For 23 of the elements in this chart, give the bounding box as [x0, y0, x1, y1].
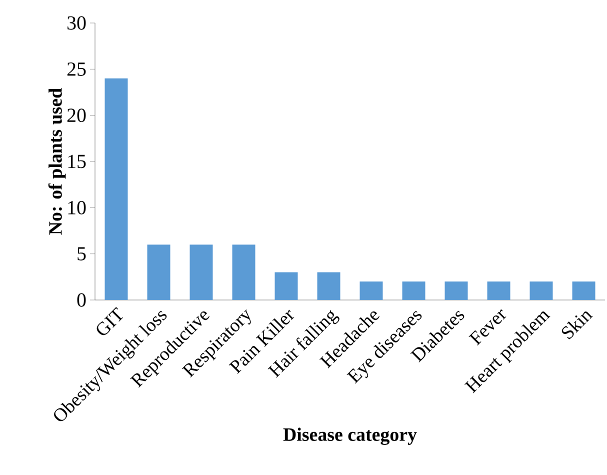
y-tick-label: 20: [67, 108, 86, 122]
y-tick-label: 5: [78, 247, 86, 260]
bar: [147, 244, 170, 300]
y-tick-label: 15: [68, 154, 86, 168]
y-tick-label: 10: [68, 200, 86, 214]
bar: [190, 244, 213, 300]
y-tick-label: 25: [67, 62, 86, 76]
bar: [104, 78, 128, 300]
bar: [487, 282, 510, 300]
bar: [274, 272, 298, 300]
y-axis-title: No: of plants used: [48, 88, 66, 235]
bar: [572, 282, 596, 300]
bar: [444, 282, 468, 300]
bar: [232, 244, 256, 300]
bar: [317, 272, 340, 300]
y-tick-label: 30: [68, 16, 86, 30]
bar: [402, 282, 426, 300]
x-tick-label: Skin: [562, 311, 593, 340]
y-tick-label: 0: [77, 293, 86, 307]
x-tick-label: GIT: [96, 307, 124, 336]
x-axis-title: Disease category: [283, 428, 417, 445]
bar: [530, 282, 553, 300]
bar: [360, 282, 383, 300]
